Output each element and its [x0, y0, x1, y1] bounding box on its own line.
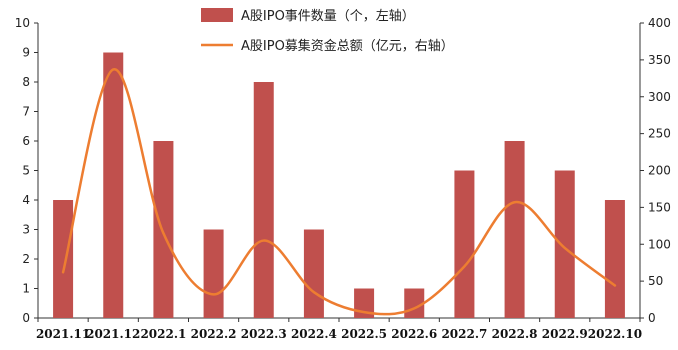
left-tick-label: 9 — [22, 46, 30, 60]
bar — [253, 82, 274, 318]
bar — [454, 170, 475, 318]
bar — [153, 141, 174, 318]
legend-swatch-bar — [201, 8, 233, 22]
tick-labels: 0123456789100501001502002503003504002021… — [15, 16, 671, 341]
legend-label-line: A股IPO募集资金总额（亿元，右轴） — [241, 38, 454, 54]
left-tick-label: 5 — [22, 164, 30, 178]
x-tick-label: 2022.6 — [391, 327, 437, 341]
bar — [303, 229, 324, 318]
right-tick-label: 300 — [648, 90, 671, 104]
line-series — [61, 68, 617, 316]
x-tick-label: 2021.11 — [36, 327, 90, 341]
x-tick-label: 2022.9 — [542, 327, 588, 341]
x-tick-label: 2022.2 — [191, 327, 237, 341]
bar — [203, 229, 224, 318]
bar — [103, 52, 124, 318]
right-tick-label: 350 — [648, 53, 671, 67]
left-tick-label: 0 — [22, 311, 30, 325]
bar — [554, 170, 575, 318]
x-tick-label: 2022.7 — [441, 327, 487, 341]
right-tick-label: 400 — [648, 16, 671, 30]
x-tick-label: 2022.10 — [588, 327, 642, 341]
left-tick-label: 2 — [22, 252, 30, 266]
bar-series — [53, 52, 625, 318]
left-tick-label: 10 — [15, 16, 30, 30]
left-tick-label: 8 — [22, 75, 30, 89]
x-tick-label: 2022.8 — [492, 327, 538, 341]
left-tick-label: 3 — [22, 223, 30, 237]
left-tick-label: 6 — [22, 134, 30, 148]
axes — [34, 22, 644, 322]
left-tick-label: 7 — [22, 105, 30, 119]
right-tick-label: 200 — [648, 164, 671, 178]
right-tick-label: 250 — [648, 127, 671, 141]
bar — [604, 200, 625, 318]
amount-line — [61, 68, 617, 316]
left-tick-label: 1 — [22, 282, 30, 296]
x-tick-label: 2022.5 — [341, 327, 387, 341]
x-tick-label: 2022.1 — [140, 327, 186, 341]
legend: A股IPO事件数量（个，左轴） A股IPO募集资金总额（亿元，右轴） — [201, 8, 454, 54]
x-tick-label: 2022.3 — [241, 327, 287, 341]
bar — [504, 141, 525, 318]
left-tick-label: 4 — [22, 193, 30, 207]
bar — [53, 200, 74, 318]
x-tick-label: 2022.4 — [291, 327, 337, 341]
right-tick-label: 0 — [648, 311, 656, 325]
right-tick-label: 100 — [648, 237, 671, 251]
right-tick-label: 50 — [648, 274, 663, 288]
x-tick-label: 2021.12 — [86, 327, 140, 341]
right-tick-label: 150 — [648, 200, 671, 214]
legend-label-bar: A股IPO事件数量（个，左轴） — [241, 9, 415, 24]
